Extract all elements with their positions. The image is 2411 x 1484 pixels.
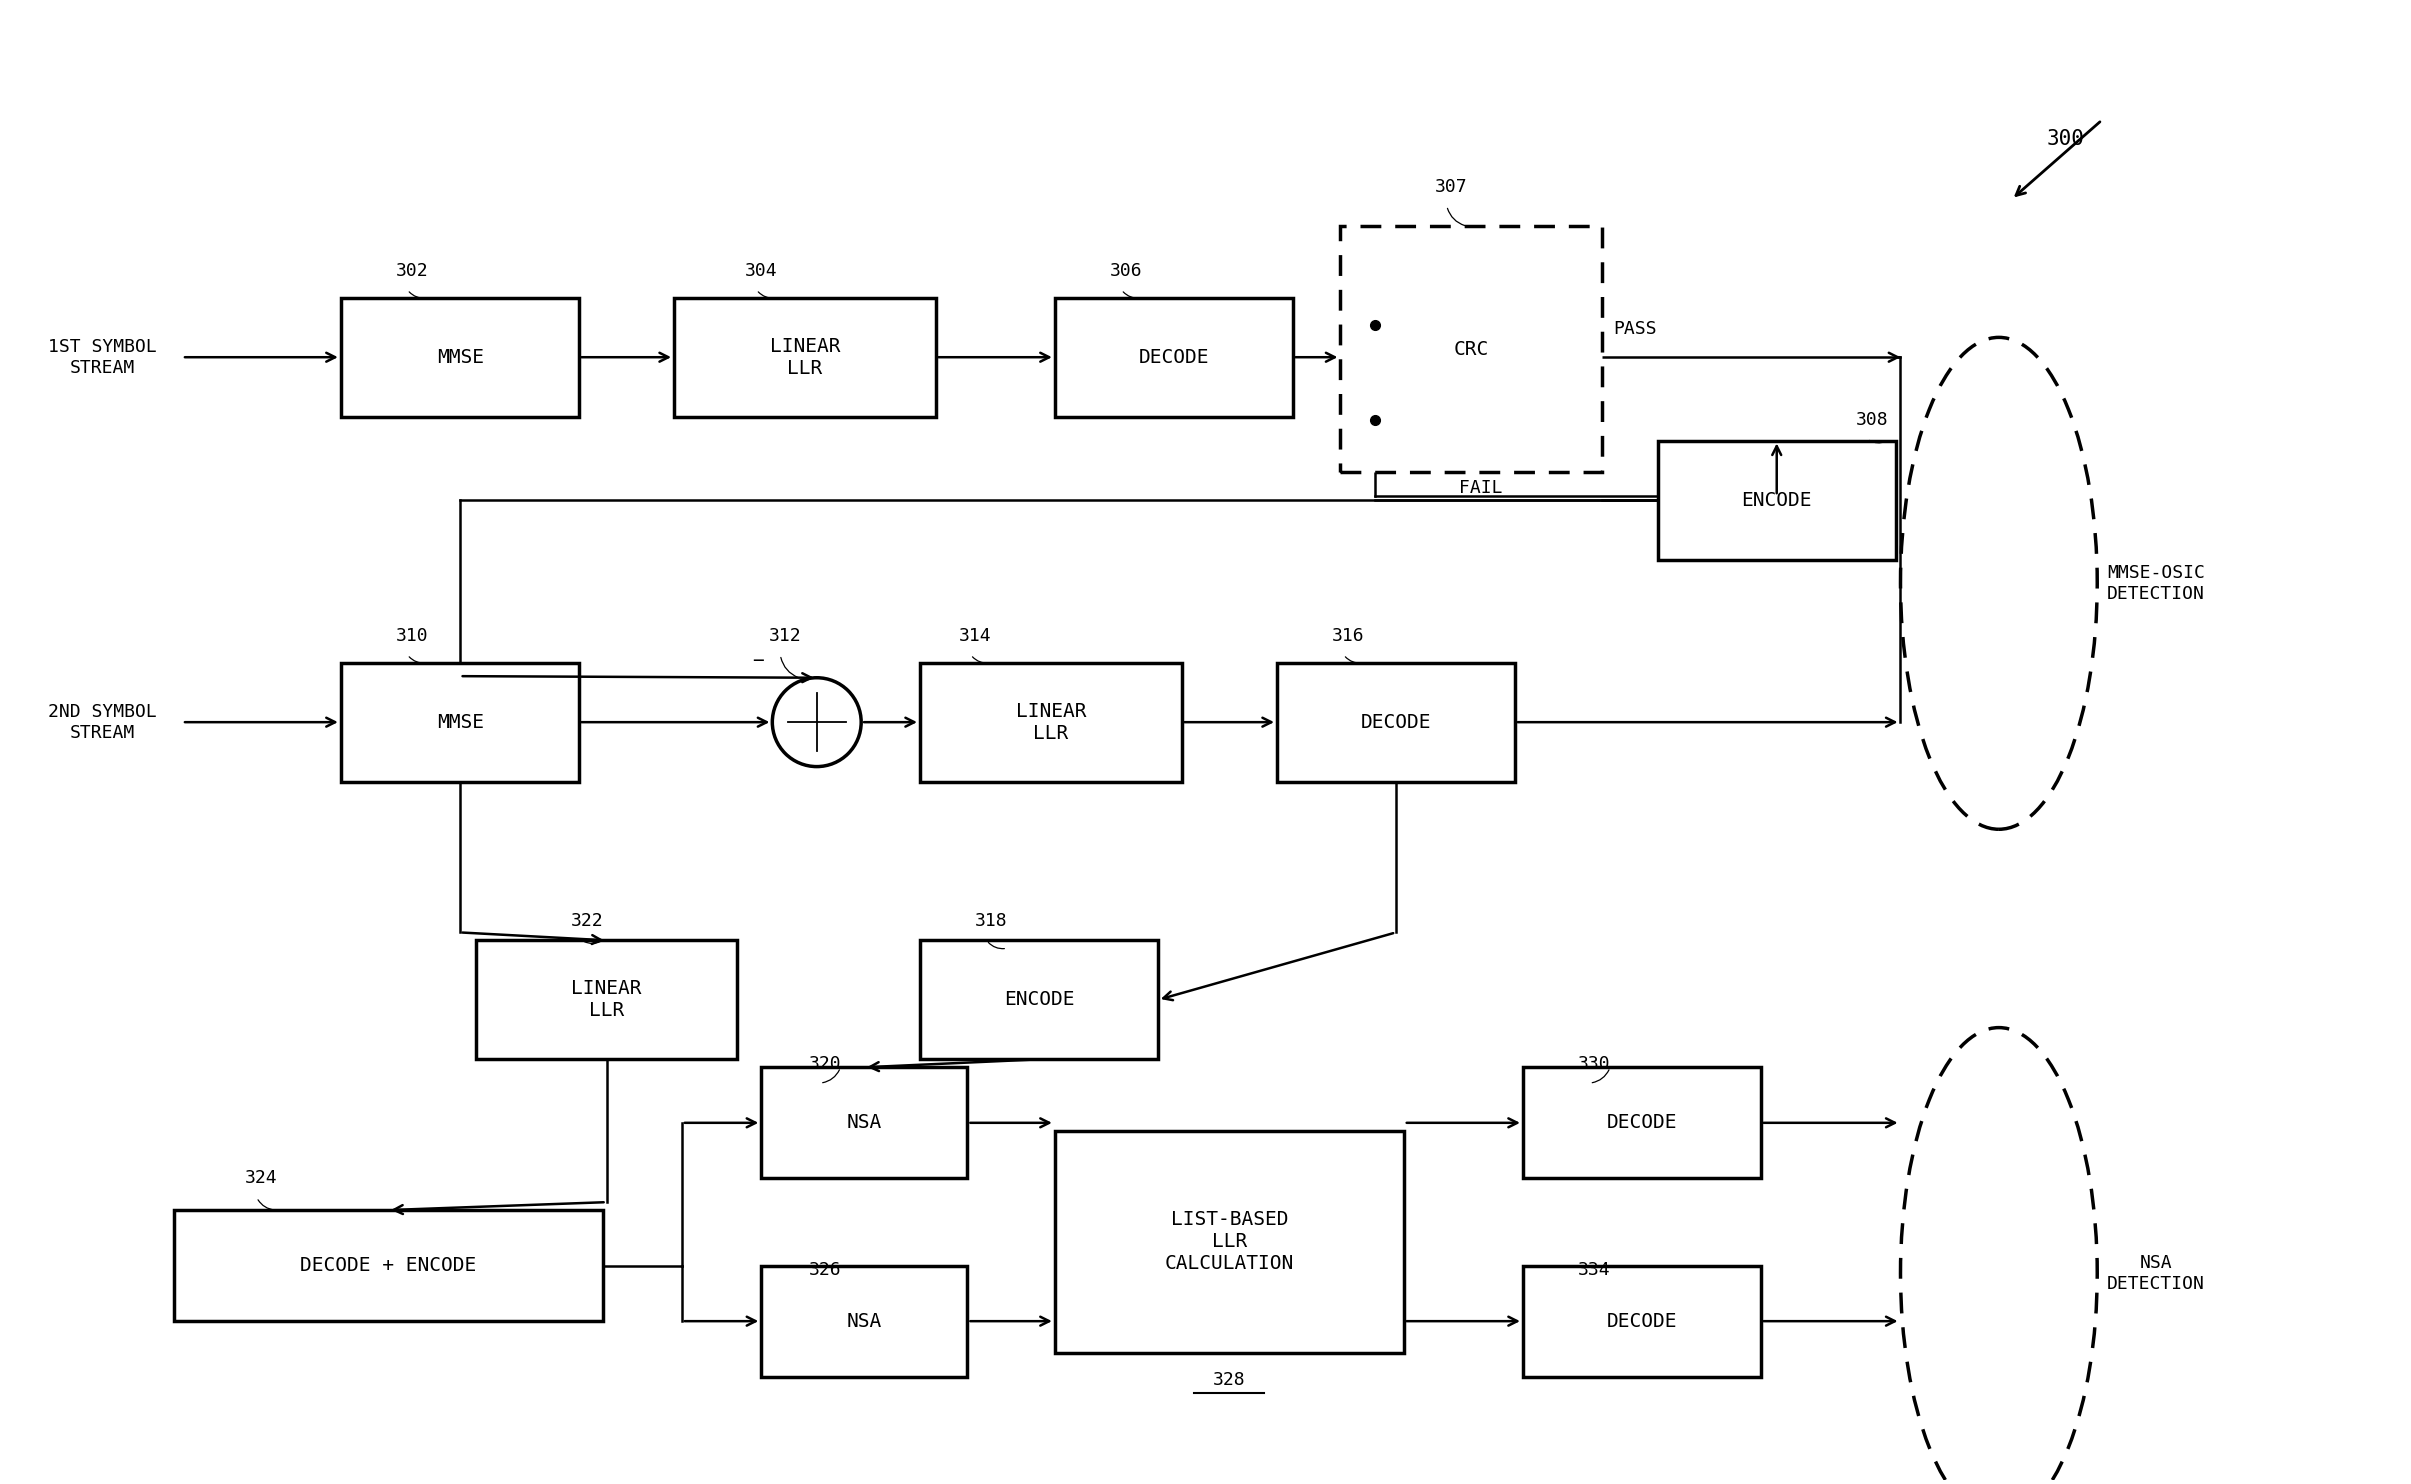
Text: 330: 330 — [1577, 1055, 1611, 1073]
Text: 304: 304 — [745, 261, 776, 280]
Bar — [762, 1067, 967, 1178]
Bar — [1524, 1067, 1760, 1178]
Text: 316: 316 — [1331, 626, 1365, 644]
Bar — [340, 298, 579, 417]
Text: ENCODE: ENCODE — [1003, 990, 1075, 1009]
Text: 302: 302 — [395, 261, 429, 280]
Text: 320: 320 — [808, 1055, 841, 1073]
Text: 324: 324 — [246, 1169, 277, 1187]
Bar — [762, 1266, 967, 1377]
Text: 2ND SYMBOL
STREAM: 2ND SYMBOL STREAM — [48, 703, 157, 742]
Text: LINEAR
LLR: LINEAR LLR — [1015, 702, 1085, 742]
Text: FAIL: FAIL — [1459, 479, 1502, 497]
Text: CRC: CRC — [1454, 340, 1490, 359]
Text: PASS: PASS — [1613, 321, 1656, 338]
Text: ENCODE: ENCODE — [1741, 491, 1813, 509]
Bar — [1278, 663, 1514, 782]
Text: 310: 310 — [395, 626, 429, 644]
Text: NSA
DETECTION: NSA DETECTION — [2107, 1254, 2204, 1293]
Text: DECODE: DECODE — [1360, 712, 1432, 732]
Text: 314: 314 — [960, 626, 991, 644]
Text: DECODE: DECODE — [1606, 1312, 1678, 1331]
Text: 326: 326 — [808, 1261, 841, 1279]
Text: DECODE: DECODE — [1138, 347, 1208, 367]
Text: 312: 312 — [769, 626, 800, 644]
Text: 1ST SYMBOL
STREAM: 1ST SYMBOL STREAM — [48, 338, 157, 377]
Bar — [1524, 1266, 1760, 1377]
Text: 334: 334 — [1577, 1261, 1611, 1279]
Text: NSA: NSA — [846, 1113, 882, 1132]
Text: 322: 322 — [571, 913, 603, 930]
Bar — [1054, 1131, 1403, 1353]
Bar — [921, 663, 1181, 782]
Text: 306: 306 — [1109, 261, 1143, 280]
Text: LINEAR
LLR: LINEAR LLR — [571, 979, 641, 1021]
Text: LIST-BASED
LLR
CALCULATION: LIST-BASED LLR CALCULATION — [1165, 1211, 1295, 1273]
Text: MMSE: MMSE — [436, 712, 485, 732]
Bar — [475, 941, 738, 1060]
Bar — [340, 663, 579, 782]
Bar — [1341, 227, 1603, 472]
Bar — [921, 941, 1157, 1060]
Text: DECODE: DECODE — [1606, 1113, 1678, 1132]
Text: −: − — [752, 651, 764, 669]
Bar — [1659, 441, 1895, 559]
Text: LINEAR
LLR: LINEAR LLR — [769, 337, 839, 378]
Text: 300: 300 — [2047, 129, 2086, 148]
Text: 328: 328 — [1213, 1371, 1246, 1389]
Text: 318: 318 — [974, 913, 1008, 930]
Bar — [174, 1209, 603, 1321]
Text: MMSE: MMSE — [436, 347, 485, 367]
Bar — [1054, 298, 1292, 417]
Text: DECODE + ENCODE: DECODE + ENCODE — [301, 1255, 477, 1275]
Text: 307: 307 — [1435, 178, 1468, 196]
Text: 308: 308 — [1856, 411, 1888, 429]
Bar — [675, 298, 935, 417]
Text: NSA: NSA — [846, 1312, 882, 1331]
Text: MMSE-OSIC
DETECTION: MMSE-OSIC DETECTION — [2107, 564, 2204, 603]
